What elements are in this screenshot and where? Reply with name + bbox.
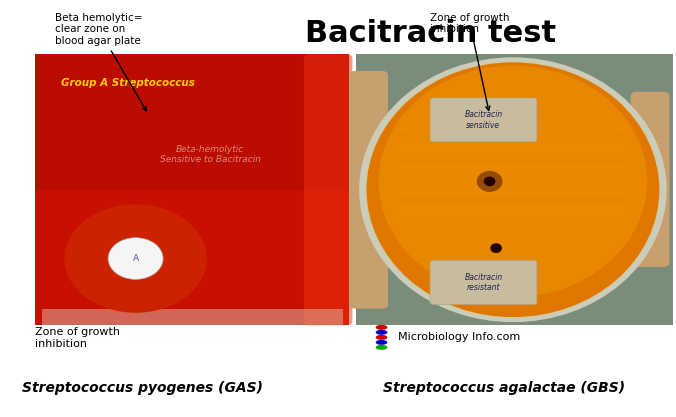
FancyBboxPatch shape [400,205,626,217]
Text: Bacitracin test: Bacitracin test [304,19,556,48]
FancyBboxPatch shape [430,261,537,304]
FancyBboxPatch shape [400,163,626,175]
FancyBboxPatch shape [430,98,537,142]
Text: Streptococcus pyogenes (GAS): Streptococcus pyogenes (GAS) [22,381,262,395]
Bar [356,54,673,325]
Ellipse shape [359,57,667,322]
Ellipse shape [366,61,660,318]
Ellipse shape [477,171,502,192]
Ellipse shape [376,340,387,345]
Ellipse shape [379,66,647,297]
Ellipse shape [108,238,163,279]
Ellipse shape [376,345,387,350]
Ellipse shape [64,204,207,313]
Ellipse shape [490,243,502,253]
Text: Group A Streptococcus: Group A Streptococcus [61,78,195,88]
FancyBboxPatch shape [631,92,669,267]
Bar [35,54,349,190]
Text: Bacitracin
resistant: Bacitracin resistant [464,273,502,292]
Text: Microbiology Info.com: Microbiology Info.com [397,332,520,342]
Text: Zone of growth
inhibition: Zone of growth inhibition [35,327,120,349]
Text: Streptococcus agalactae (GBS): Streptococcus agalactae (GBS) [383,381,625,395]
Text: A: A [132,254,139,263]
FancyBboxPatch shape [304,54,352,325]
Text: Zone of growth
inhibition: Zone of growth inhibition [430,13,510,111]
Ellipse shape [376,325,387,330]
FancyBboxPatch shape [400,143,626,154]
Ellipse shape [376,330,387,335]
Text: Beta-hemolytic
Sensitive to Bacitracin: Beta-hemolytic Sensitive to Bacitracin [160,145,260,164]
Bar [42,309,343,325]
FancyBboxPatch shape [400,184,626,196]
Text: Bacitracin
sensitive: Bacitracin sensitive [464,110,502,130]
Text: Beta hemolytic=
clear zone on
blood agar plate: Beta hemolytic= clear zone on blood agar… [55,13,147,111]
Ellipse shape [376,335,387,340]
FancyBboxPatch shape [400,122,626,133]
Bar [35,54,349,325]
Ellipse shape [484,176,496,186]
FancyBboxPatch shape [349,71,388,309]
